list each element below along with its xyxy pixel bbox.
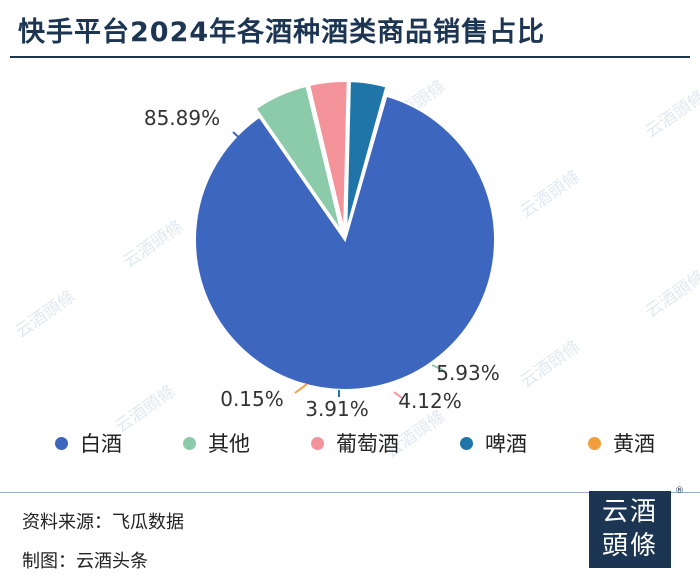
data-label: 4.12% bbox=[398, 389, 462, 413]
logo-line-1: 云酒 bbox=[601, 497, 658, 527]
data-label: 0.15% bbox=[220, 387, 284, 411]
leader-line bbox=[393, 391, 403, 399]
pie-slice-5 bbox=[345, 89, 389, 236]
source-note: 资料来源：飞瓜数据 bbox=[22, 512, 184, 533]
brand-logo: 云酒 頭條 bbox=[589, 491, 671, 568]
pie-slice-3 bbox=[307, 80, 349, 232]
title-divider bbox=[10, 56, 690, 58]
legend-item: 黄酒 bbox=[588, 428, 655, 458]
leader-line bbox=[294, 383, 308, 394]
data-label: 5.93% bbox=[436, 361, 500, 385]
data-label: 85.89% bbox=[144, 106, 220, 130]
legend-label: 啤酒 bbox=[485, 432, 527, 456]
legend-item: 其他 bbox=[183, 428, 250, 458]
registered-mark: ® bbox=[675, 486, 684, 496]
data-label: 3.91% bbox=[305, 397, 369, 420]
footer-divider bbox=[0, 492, 700, 493]
legend-label: 白酒 bbox=[80, 432, 122, 456]
pie-slice-1 bbox=[194, 94, 496, 391]
logo-line-2: 頭條 bbox=[601, 531, 658, 561]
chart-legend: 白酒 其他 葡萄酒 啤酒 黄酒 bbox=[55, 428, 655, 458]
legend-item: 啤酒 bbox=[460, 428, 527, 458]
credit-note: 制图：云酒头条 bbox=[22, 551, 148, 572]
chart-title: 快手平台2024年各酒种酒类商品销售占比 bbox=[18, 17, 546, 48]
legend-swatch bbox=[311, 436, 324, 450]
legend-swatch bbox=[183, 436, 196, 450]
legend-swatch bbox=[588, 436, 601, 450]
legend-swatch bbox=[460, 436, 473, 450]
legend-label: 葡萄酒 bbox=[336, 432, 399, 456]
leader-line bbox=[232, 131, 246, 144]
legend-label: 其他 bbox=[208, 432, 250, 456]
leader-line bbox=[431, 364, 444, 371]
legend-item: 葡萄酒 bbox=[311, 428, 399, 458]
pie-slice-2 bbox=[254, 84, 343, 233]
legend-swatch bbox=[55, 436, 68, 450]
pie-chart: 85.89% 5.93% 4.12% 3.91% 0.15% bbox=[144, 80, 500, 420]
legend-label: 黄酒 bbox=[613, 432, 655, 456]
pie-slice-4 bbox=[345, 80, 388, 232]
legend-item: 白酒 bbox=[55, 428, 122, 458]
